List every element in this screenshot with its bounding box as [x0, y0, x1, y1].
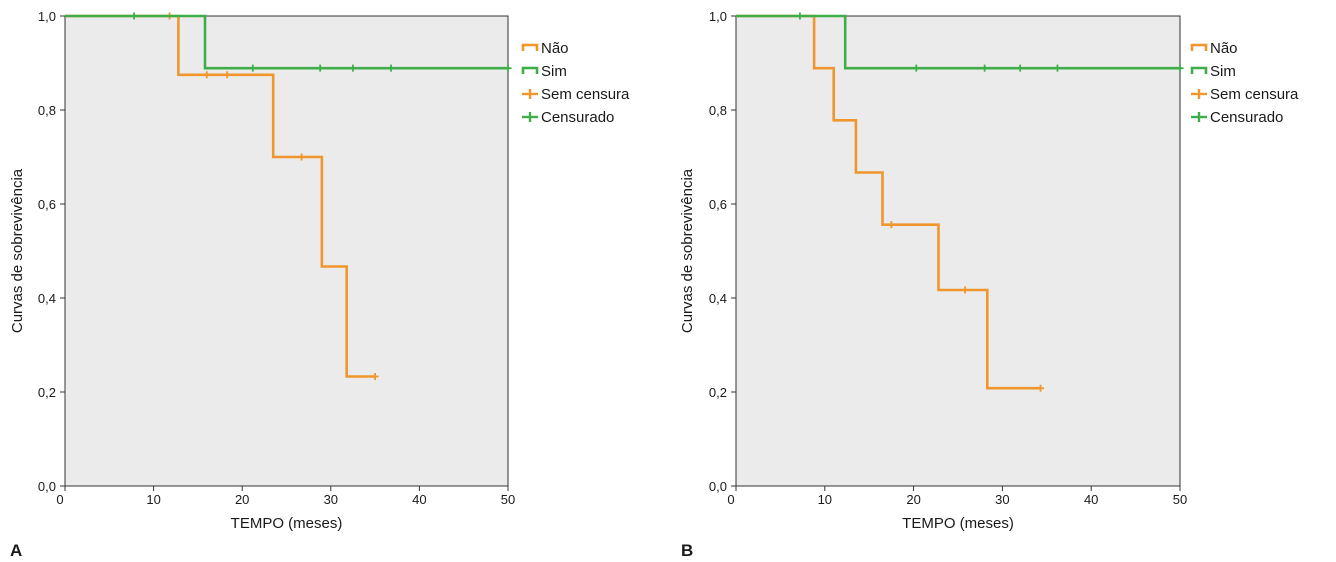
series-line-nao — [736, 14, 1041, 390]
y-tick-label: 0,4 — [38, 291, 56, 306]
y-tick-label: 0,2 — [709, 385, 727, 400]
x-axis-title: TEMPO (meses) — [902, 515, 1014, 532]
legend-label: Sim — [541, 63, 567, 80]
x-tick-label: 30 — [324, 492, 338, 507]
legend-item-sim: Sim — [521, 63, 567, 80]
censor-mark-sim — [981, 64, 989, 72]
y-tick-label: 0,0 — [38, 479, 56, 494]
x-tick-label: 20 — [235, 492, 249, 507]
censor-mark-nao — [961, 286, 969, 294]
y-tick-label: 0,8 — [709, 103, 727, 118]
censor-mark-nao — [371, 372, 379, 380]
censor-mark-nao — [223, 71, 231, 79]
y-tick-label: 1,0 — [38, 9, 56, 24]
censor-mark-nao — [1037, 384, 1045, 392]
legend-item-censurado: Censurado — [522, 109, 614, 126]
legend-item-nao: Não — [521, 40, 569, 57]
censor-mark-nao — [887, 221, 895, 229]
censor-mark-nao — [298, 153, 306, 161]
legend-label: Sim — [1210, 63, 1236, 80]
censor-mark-sim — [130, 12, 138, 20]
x-tick-label: 30 — [995, 492, 1009, 507]
panel-letter: A — [10, 541, 22, 560]
plot-area — [735, 15, 1181, 487]
legend-step-swatch — [1190, 43, 1208, 51]
chart-panel-b: 0,0 0,2 0,4 0,6 0,8 1,0 0 10 20 30 40 50 TEMPO (mese… — [679, 9, 1299, 560]
censor-mark-sim — [912, 64, 920, 72]
legend-label: Não — [541, 40, 569, 57]
x-tick-label: 40 — [412, 492, 426, 507]
x-tick-label: 40 — [1084, 492, 1098, 507]
censor-mark-sim — [1176, 64, 1184, 72]
panel-letter: B — [681, 541, 693, 560]
y-tick-label: 0,2 — [38, 385, 56, 400]
y-axis-title: Curvas de sobrevivência — [679, 168, 696, 333]
legend-label: Censurado — [541, 109, 614, 126]
legend-label: Censurado — [1210, 109, 1283, 126]
legend: Não Sim Sem censura Censurado — [521, 40, 630, 126]
censor-mark-sim — [796, 12, 804, 20]
y-tick-label: 0,6 — [709, 197, 727, 212]
y-tick-label: 0,8 — [38, 103, 56, 118]
legend-item-censurado: Censurado — [1191, 109, 1283, 126]
censor-mark-sim — [349, 64, 357, 72]
legend-step-swatch — [521, 66, 539, 74]
series-line-nao — [65, 14, 376, 378]
x-tick-label: 20 — [906, 492, 920, 507]
legend-label: Sem censura — [1210, 86, 1299, 103]
y-tick-label: 0,0 — [709, 479, 727, 494]
legend-item-nao: Não — [1190, 40, 1238, 57]
series-line-sim — [736, 14, 1180, 70]
x-tick-label: 10 — [146, 492, 160, 507]
censor-mark-nao — [203, 71, 211, 79]
censor-mark-sim — [249, 64, 257, 72]
x-tick-label: 50 — [501, 492, 515, 507]
legend-step-swatch — [1190, 66, 1208, 74]
chart-panel-a: 0,0 0,2 0,4 0,6 0,8 1,0 0 10 20 30 40 50 TEMPO (mese… — [9, 9, 630, 560]
x-tick-label: 50 — [1173, 492, 1187, 507]
legend-item-sem-censura: Sem censura — [522, 86, 630, 103]
x-axis-title: TEMPO (meses) — [231, 515, 343, 532]
legend-item-sem-censura: Sem censura — [1191, 86, 1299, 103]
legend-item-sim: Sim — [1190, 63, 1236, 80]
censor-mark-sim — [504, 64, 512, 72]
y-tick-label: 1,0 — [709, 9, 727, 24]
x-tick-label: 10 — [818, 492, 832, 507]
censor-mark-sim — [316, 64, 324, 72]
x-tick-label: 0 — [727, 492, 734, 507]
censor-mark-sim — [387, 64, 395, 72]
y-tick-label: 0,6 — [38, 197, 56, 212]
y-axis-title: Curvas de sobrevivência — [9, 168, 26, 333]
y-tick-label: 0,4 — [709, 291, 727, 306]
censor-mark-sim — [1016, 64, 1024, 72]
legend-label: Não — [1210, 40, 1238, 57]
legend-label: Sem censura — [541, 86, 630, 103]
legend: Não Sim Sem censura Censurado — [1190, 40, 1299, 126]
censor-mark-sim — [1053, 64, 1061, 72]
plot-area — [64, 15, 509, 487]
x-tick-label: 0 — [56, 492, 63, 507]
legend-step-swatch — [521, 43, 539, 51]
